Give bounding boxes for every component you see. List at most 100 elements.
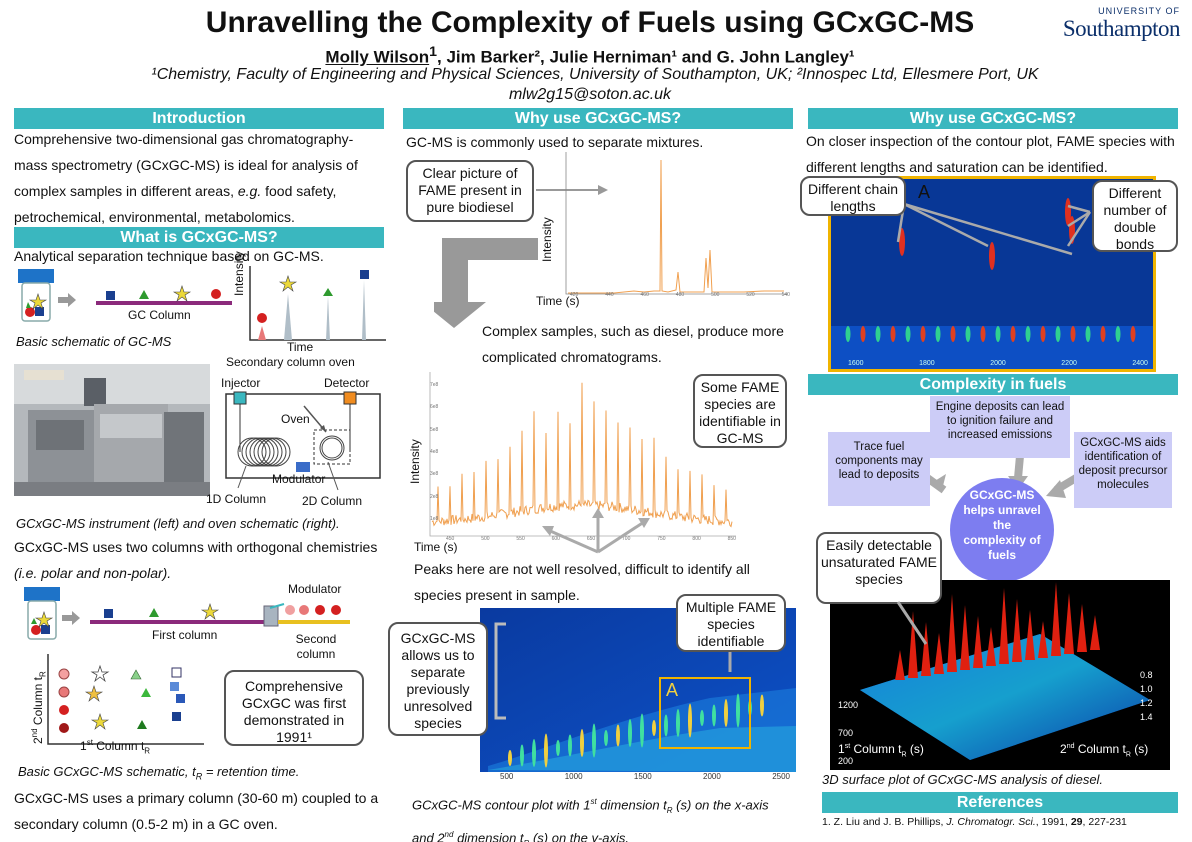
zoom-spot-highlight bbox=[899, 228, 905, 256]
arrow-to-peak bbox=[896, 601, 928, 645]
bio-x-ticks: 420 440 460 480 500 520 540 bbox=[570, 292, 790, 298]
oven-schematic bbox=[225, 391, 381, 491]
zoom-spot bbox=[965, 326, 971, 342]
intensity-axis-label: Intensity bbox=[232, 251, 246, 296]
diesel-intensity-label: Intensity bbox=[408, 439, 422, 484]
column-2d-label: 2D Column bbox=[302, 494, 363, 508]
gcxgc-schematic bbox=[24, 587, 350, 745]
center-circle-text: GCxGC-MS helps unravel the complexity of… bbox=[963, 488, 1041, 562]
contour-spot bbox=[712, 704, 716, 727]
fame-biodiesel-callout: Clear picture of FAME present in pure bi… bbox=[406, 160, 534, 222]
surface-caption: 3D surface plot of GCxGC-MS analysis of … bbox=[822, 772, 1104, 787]
contour-spot bbox=[628, 719, 632, 747]
zoom-spot bbox=[890, 326, 896, 342]
surface-peak bbox=[973, 616, 983, 668]
contour-spot bbox=[700, 710, 704, 726]
surface-peaks bbox=[895, 582, 1100, 680]
logo-small-text: UNIVERSITY OF bbox=[1098, 6, 1180, 16]
primary-column-text: GCxGC-MS uses a primary column (30-60 m)… bbox=[14, 790, 379, 832]
box-a-label: A bbox=[666, 680, 679, 700]
zoom-spot-highlight bbox=[1065, 198, 1071, 226]
reference-1: 1. Z. Liu and J. B. Phillips, J. Chromat… bbox=[822, 816, 1127, 828]
zoom-spot-highlight bbox=[989, 242, 995, 270]
surface-peak bbox=[908, 611, 918, 678]
email: mlw2g15@soton.ac.uk bbox=[508, 86, 672, 103]
gcxgc-schematic-caption: Basic GCxGC-MS schematic, tR = retention… bbox=[18, 764, 300, 782]
contour-spot bbox=[652, 720, 656, 736]
contour-spot bbox=[532, 739, 536, 767]
surface-peak bbox=[1038, 621, 1048, 658]
surface-peak bbox=[934, 633, 944, 674]
peak-arrows bbox=[542, 508, 650, 554]
zoom-spot bbox=[1070, 326, 1076, 342]
gcms-text: GC-MS is commonly used to separate mixtu… bbox=[406, 134, 704, 150]
zoom-spot bbox=[875, 326, 881, 342]
basic-schematic-caption: Basic schematic of GC-MS bbox=[16, 334, 172, 349]
instrument-caption: GCxGC-MS instrument (left) and oven sche… bbox=[16, 516, 340, 531]
university-logo: UNIVERSITY OF Southampton bbox=[1040, 6, 1181, 42]
surface-peak bbox=[1064, 593, 1074, 654]
surface-peak bbox=[986, 627, 996, 666]
contour-spot bbox=[556, 740, 560, 756]
surface-peak bbox=[921, 622, 931, 676]
first-column-label: First column bbox=[152, 628, 218, 642]
surface-left-ticks: 1200 700 200 bbox=[838, 700, 859, 766]
zoom-spot bbox=[1025, 326, 1031, 342]
double-bonds-callout: Different number of double bonds bbox=[1092, 180, 1178, 252]
gcms-basic-schematic bbox=[18, 266, 386, 341]
surface-peak bbox=[999, 588, 1009, 664]
y-axis-label-2nd-column: 2nd Column tR bbox=[30, 671, 48, 744]
bio-time-label: Time (s) bbox=[536, 294, 580, 308]
surface-x-label: 1st Column tR (s) bbox=[838, 742, 924, 759]
zoom-spot bbox=[1010, 326, 1016, 342]
diesel-y-ticks: 7e8 6e8 5e8 4e8 3e8 2e8 1e8 bbox=[430, 382, 439, 522]
complexity-heading: Complexity in fuels bbox=[808, 374, 1178, 395]
contour-spot bbox=[724, 699, 728, 727]
zoom-spot bbox=[1115, 326, 1121, 342]
surface-plot-3d bbox=[830, 580, 1170, 770]
zoom-spot bbox=[1055, 326, 1061, 342]
contour-spot bbox=[676, 709, 680, 737]
arrow-to-biodiesel bbox=[536, 185, 608, 195]
gc-column-label: GC Column bbox=[128, 308, 191, 322]
gcxgc-aids-box: GCxGC-MS aids identification of deposit … bbox=[1074, 432, 1172, 508]
contour-spot bbox=[508, 750, 512, 766]
gcxgc-contour-plot bbox=[480, 608, 796, 772]
surface-peak bbox=[895, 650, 905, 680]
oven-title: Secondary column oven bbox=[226, 355, 355, 369]
unsaturated-callout: Easily detectable unsaturated FAME speci… bbox=[816, 532, 942, 604]
contour-spot bbox=[520, 744, 524, 767]
arrow-to-box bbox=[728, 652, 732, 672]
contour-spot bbox=[736, 693, 740, 728]
modulator-label-2: Modulator bbox=[288, 582, 342, 596]
intro-heading: Introduction bbox=[14, 108, 384, 129]
down-arrow bbox=[434, 238, 538, 328]
zoom-spot bbox=[920, 326, 926, 342]
affiliations: ¹Chemistry, Faculty of Engineering and P… bbox=[151, 66, 1039, 83]
diesel-x-ticks: 450 500 550 600 650 700 750 800 850 bbox=[446, 536, 736, 542]
zoom-x-ticks: 1600 1800 2000 2200 2400 bbox=[848, 360, 1148, 367]
diesel-chromatogram bbox=[429, 372, 736, 537]
surface-peak bbox=[1077, 604, 1087, 652]
separate-callout: GCxGC-MS allows us to separate previousl… bbox=[388, 622, 488, 736]
time-axis-label: Time bbox=[287, 340, 314, 354]
surface-peak bbox=[1025, 610, 1035, 660]
zoom-spot bbox=[860, 326, 866, 342]
zoom-a-label: A bbox=[918, 182, 931, 202]
contour-caption: GCxGC-MS contour plot with 1st dimension… bbox=[412, 797, 769, 842]
multiple-fame-callout: Multiple FAME species identifiable bbox=[676, 594, 786, 652]
contour-spot bbox=[580, 729, 584, 757]
zoom-spot bbox=[935, 326, 941, 342]
instrument-photo bbox=[14, 364, 210, 496]
why-heading-col3: Why use GCxGC-MS? bbox=[808, 108, 1178, 129]
what-text: Analytical separation technique based on… bbox=[14, 248, 324, 264]
chain-lengths-callout: Different chain lengths bbox=[800, 176, 906, 216]
contour-spot bbox=[760, 694, 764, 717]
surface-peak bbox=[947, 594, 957, 672]
what-heading: What is GCxGC-MS? bbox=[14, 227, 384, 248]
surface-right-ticks: 0.8 1.0 1.2 1.4 bbox=[1140, 670, 1153, 722]
column-1d-label: 1D Column bbox=[206, 492, 267, 506]
authors-rest: , Jim Barker², Julie Herniman¹ and G. Jo… bbox=[437, 47, 855, 67]
authors: Molly Wilson1, Jim Barker², Julie Hernim… bbox=[325, 44, 855, 67]
engine-deposits-box: Engine deposits can lead to ignition fai… bbox=[930, 396, 1070, 458]
